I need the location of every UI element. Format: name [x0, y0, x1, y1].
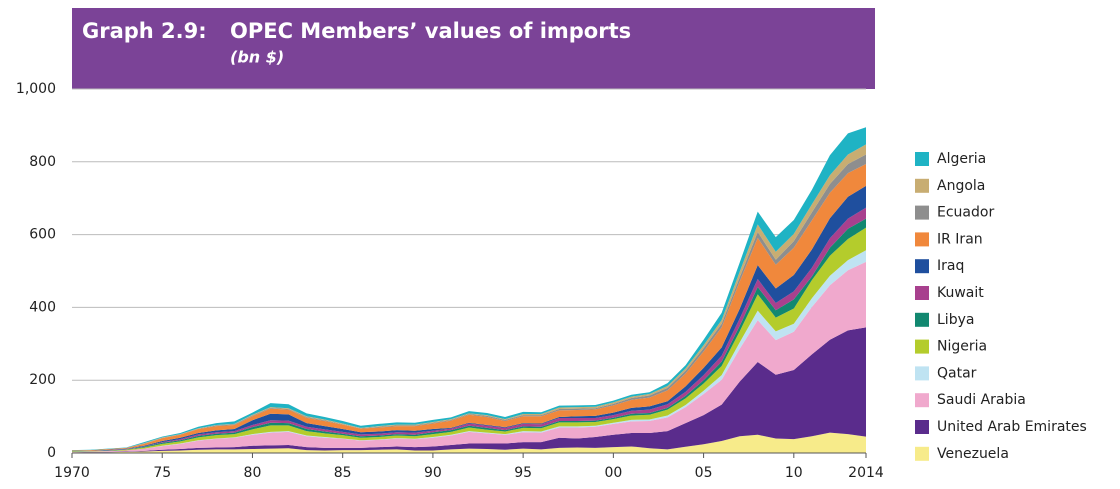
legend-label: Qatar	[937, 365, 977, 381]
legend-swatch	[915, 152, 929, 166]
legend-swatch	[915, 178, 929, 193]
y-tick-label: 800	[29, 154, 56, 170]
legend-label: United Arab Emirates	[937, 419, 1087, 435]
legend-swatch	[915, 339, 929, 354]
legend-swatch	[915, 393, 929, 408]
x-tick-label: 85	[334, 465, 352, 481]
chart-title: OPEC Members’ values of imports	[230, 19, 631, 43]
legend-label: Algeria	[937, 151, 986, 167]
legend-label: Nigeria	[937, 339, 987, 355]
legend-label: Ecuador	[937, 205, 994, 221]
y-tick-label: 200	[29, 372, 56, 388]
legend-swatch	[915, 366, 929, 381]
y-tick-label: 1,000	[16, 81, 56, 97]
legend-swatch	[915, 312, 929, 327]
legend-swatch	[915, 286, 929, 300]
x-tick-label: 80	[244, 465, 262, 481]
legend-label: Venezuela	[937, 446, 1009, 462]
y-tick-label: 400	[29, 299, 56, 315]
axes: 0 200 400 600 800 1,000 1970 75 80 85 90 95 00 05 10 20…	[16, 81, 884, 481]
legend-label: Saudi Arabia	[937, 392, 1026, 408]
legend-swatch	[915, 232, 929, 247]
x-tick-label: 1970	[54, 465, 90, 481]
chart-title-prefix: Graph 2.9:	[82, 19, 207, 43]
y-tick-label: 0	[47, 445, 56, 461]
x-tick-label: 05	[695, 465, 713, 481]
area	[72, 432, 866, 453]
x-tick-label: 2014	[848, 465, 884, 481]
areas	[72, 127, 866, 453]
y-tick-label: 600	[29, 227, 56, 243]
legend-swatch	[915, 446, 929, 461]
legend-label: Libya	[937, 312, 974, 328]
x-tick-label: 75	[153, 465, 171, 481]
chart-subtitle: (bn $)	[230, 48, 284, 67]
title-box	[72, 8, 875, 89]
x-tick-label: 90	[424, 465, 442, 481]
legend: Algeria Angola Ecuador IR Iran Iraq Kuwait Lib…	[915, 151, 1087, 462]
x-tick-label: 00	[604, 465, 622, 481]
legend-label: Kuwait	[937, 285, 984, 301]
legend-swatch	[915, 420, 929, 434]
x-tick-label: 95	[514, 465, 532, 481]
legend-label: Iraq	[937, 258, 964, 274]
legend-swatch	[915, 259, 929, 274]
legend-label: Angola	[937, 178, 985, 194]
legend-swatch	[915, 205, 929, 220]
legend-label: IR Iran	[937, 231, 983, 247]
x-tick-label: 10	[785, 465, 803, 481]
